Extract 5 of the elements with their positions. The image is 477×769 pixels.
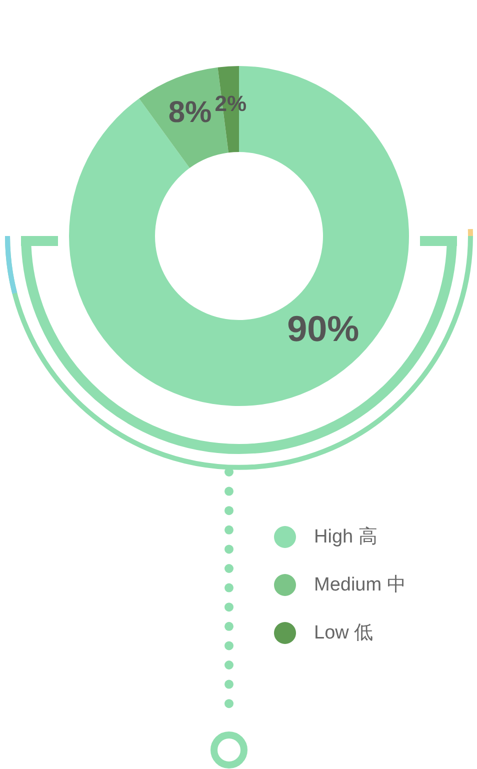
legend-label: Medium 中: [314, 574, 406, 596]
data-label: 90%: [287, 308, 360, 349]
legend-label: Low 低: [314, 622, 374, 644]
legend-label: High 高: [314, 526, 378, 548]
data-label: 8%: [168, 96, 212, 129]
